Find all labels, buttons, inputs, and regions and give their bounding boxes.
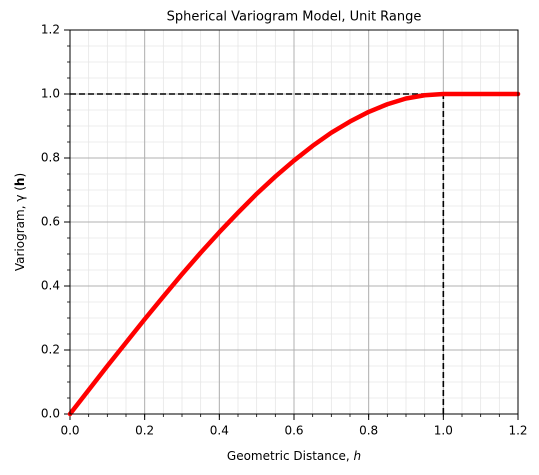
variogram-line (67, 91, 521, 417)
x-tick-label: 0.8 (359, 424, 378, 438)
y-tick-label: 0.2 (41, 343, 60, 357)
y-tick-label: 0.4 (41, 279, 60, 293)
x-label-text: Geometric Distance, (227, 449, 354, 463)
x-axis-label: Geometric Distance, h (227, 449, 361, 463)
y-tick-label: 0.0 (41, 407, 60, 421)
y-label-symbol: h (13, 178, 27, 187)
chart-title: Spherical Variogram Model, Unit Range (167, 10, 422, 25)
x-tick-label: 0.6 (284, 424, 303, 438)
y-tick-label: 1.0 (41, 87, 60, 101)
x-tick-label: 0.0 (60, 424, 79, 438)
x-tick-label: 1.0 (434, 424, 453, 438)
y-tick-label: 0.6 (41, 215, 60, 229)
plot-frame (69, 29, 519, 415)
x-tick-label: 0.2 (135, 424, 154, 438)
x-tick-label: 0.4 (210, 424, 229, 438)
x-tick-label: 1.2 (508, 424, 527, 438)
y-label-text: Variogram, γ ( (13, 186, 27, 271)
y-axis-label: Variogram, γ (h) (13, 173, 27, 271)
y-tick-label: 1.2 (41, 23, 60, 37)
y-label-close: ) (13, 173, 27, 178)
y-tick-label: 0.8 (41, 151, 60, 165)
x-label-symbol: h (353, 449, 361, 463)
